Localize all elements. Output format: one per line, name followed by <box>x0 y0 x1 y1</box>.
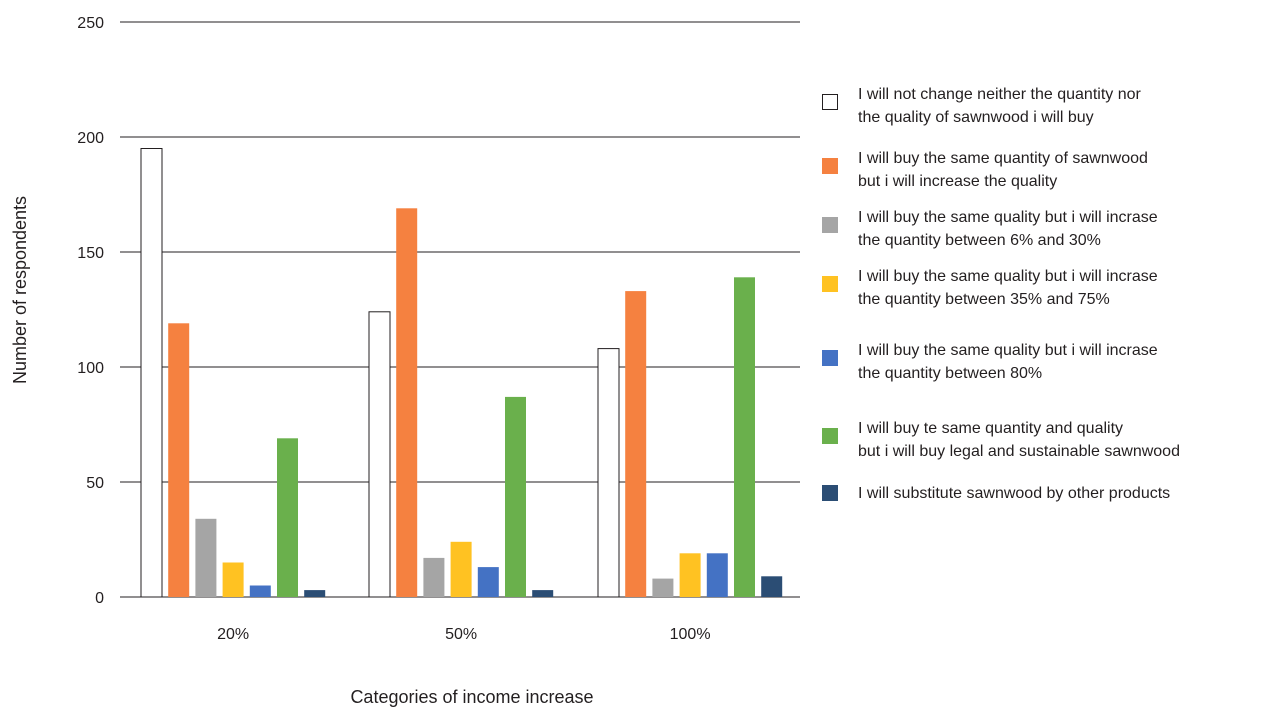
bars <box>140 148 783 598</box>
bar-20pct-series-5 <box>249 585 271 597</box>
bar-50pct-series-1 <box>368 311 391 598</box>
x-tick-label: 100% <box>670 626 711 643</box>
legend-label: I will buy te same quantity and quality … <box>858 420 1180 460</box>
bar-50pct-series-6 <box>505 396 526 597</box>
x-axis-title: Categories of income increase <box>350 687 593 707</box>
bar-100pct-series-7 <box>761 576 783 597</box>
x-tick-label: 50% <box>445 626 477 643</box>
bar-20pct-series-7 <box>304 590 326 597</box>
x-tick-label: 20% <box>217 626 249 643</box>
legend-label: I will buy the same quality but i will i… <box>858 209 1158 249</box>
legend-item: I will buy the same quality but i will i… <box>822 262 1282 311</box>
bar-100pct-series-4 <box>679 553 701 597</box>
y-tick-label: 250 <box>77 15 104 32</box>
bar-100pct-series-6 <box>734 277 755 597</box>
legend-swatch <box>822 350 838 366</box>
bar-50pct-series-5 <box>477 567 499 597</box>
legend-swatch <box>822 428 838 444</box>
legend-swatch <box>822 485 838 501</box>
y-tick-label: 200 <box>77 130 104 147</box>
legend-swatch <box>822 217 838 233</box>
bar-50pct-series-3 <box>423 557 445 597</box>
bar-20pct-series-1 <box>140 148 163 598</box>
legend-swatch <box>822 94 838 110</box>
y-tick-label: 0 <box>95 590 104 607</box>
y-tick-label: 150 <box>77 245 104 262</box>
gridlines <box>120 21 800 598</box>
bar-chart: 0 50 100 150 200 250 20% 50% 100% Number of res… <box>10 15 800 707</box>
x-tick-labels: 20% 50% 100% <box>217 626 710 643</box>
y-tick-labels: 0 50 100 150 200 250 <box>77 15 104 607</box>
legend-label: I will not change neither the quantity n… <box>858 86 1141 126</box>
legend-item: I will buy the same quantity of sawnwood… <box>822 144 1282 193</box>
bar-100pct-series-2 <box>625 291 647 597</box>
bar-100pct-series-3 <box>652 578 674 597</box>
y-axis-title: Number of respondents <box>10 196 30 384</box>
bar-100pct-series-5 <box>706 553 728 597</box>
y-tick-label: 50 <box>86 475 104 492</box>
legend-swatch <box>822 276 838 292</box>
legend-swatch <box>822 158 838 174</box>
legend-item: I will substitute sawnwood by other prod… <box>822 482 1282 505</box>
bar-50pct-series-4 <box>450 541 472 597</box>
bar-20pct-series-6 <box>277 438 298 597</box>
legend-item: I will buy te same quantity and quality … <box>822 414 1282 463</box>
bar-100pct-series-1 <box>597 348 620 598</box>
y-tick-label: 100 <box>77 360 104 377</box>
legend-item: I will not change neither the quantity n… <box>822 80 1282 129</box>
legend-label: I will buy the same quality but i will i… <box>858 342 1158 382</box>
bar-20pct-series-2 <box>168 323 190 597</box>
bar-20pct-series-4 <box>222 562 244 597</box>
bar-50pct-series-7 <box>532 590 554 597</box>
legend-label: I will substitute sawnwood by other prod… <box>858 485 1171 502</box>
legend-item: I will buy the same quality but i will i… <box>822 336 1282 385</box>
bar-50pct-series-2 <box>396 208 418 598</box>
legend-label: I will buy the same quantity of sawnwood… <box>858 150 1148 190</box>
legend-label: I will buy the same quality but i will i… <box>858 268 1158 308</box>
bar-20pct-series-3 <box>195 518 217 597</box>
legend-item: I will buy the same quality but i will i… <box>822 203 1282 252</box>
